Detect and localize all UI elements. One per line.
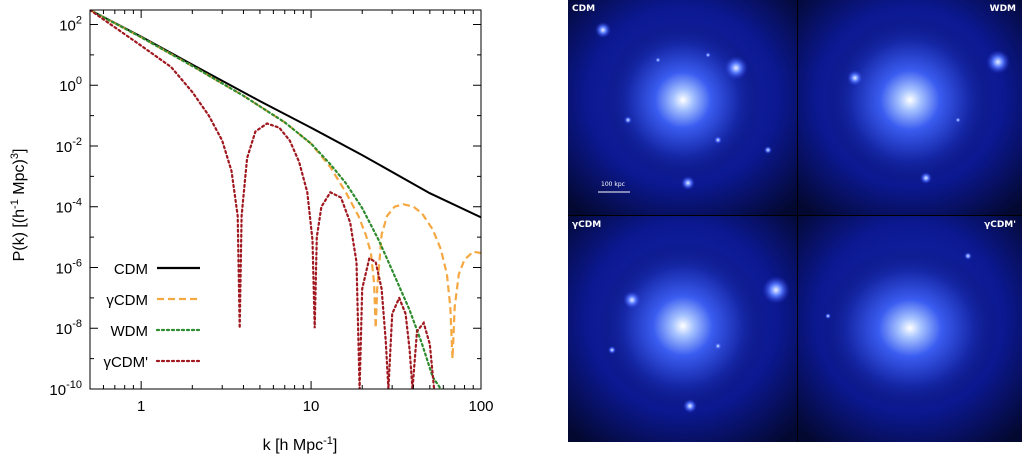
y-tick-label: 102 — [59, 14, 82, 34]
y-tick-label: 10-4 — [56, 197, 82, 217]
y-axis-label: P(k) [(h-1 Mpc)3] — [9, 149, 28, 262]
legend-label: WDM — [111, 323, 149, 340]
y-tick-label: 10-2 — [56, 136, 82, 156]
sim-panel-gamma-cdm: γCDM — [568, 216, 797, 442]
y-tick-label: 10-10 — [49, 379, 82, 399]
legend-label: CDM — [114, 261, 148, 278]
simulation-image-grid: CDM 100 kpc WDM γCDM — [568, 0, 1022, 442]
chart-legend: CDM γCDM WDM γCDM' — [103, 261, 202, 371]
panel-label-cdm: CDM — [572, 4, 596, 14]
scale-bar-label: 100 kpc — [601, 181, 625, 188]
series-line-1 — [90, 10, 481, 359]
power-spectrum-chart: 1 10 100 10-10 10-8 10-6 10-4 10-2 100 102 CDM γCD… — [9, 9, 494, 454]
series-layer — [90, 10, 481, 389]
y-tick-label: 10-8 — [56, 318, 82, 338]
sim-panel-cdm: CDM 100 kpc — [568, 0, 797, 215]
legend-label: γCDM — [106, 292, 148, 309]
x-tick-label: 10 — [303, 398, 320, 415]
series-line-2 — [90, 10, 442, 389]
y-tick-label: 100 — [59, 75, 82, 95]
halo-image — [568, 216, 797, 442]
x-tick-label: 1 — [137, 398, 145, 415]
legend-label: γCDM' — [103, 354, 148, 371]
plot-frame — [89, 9, 482, 390]
series-line-3 — [90, 10, 436, 389]
axes-layer: 1 10 100 10-10 10-8 10-6 10-4 10-2 100 102 — [49, 9, 494, 415]
sim-panel-gamma-cdm-prime: γCDM' — [798, 216, 1022, 442]
halo-image — [798, 0, 1022, 215]
panel-label-gamma-cdm-prime: γCDM' — [984, 220, 1016, 230]
halo-image — [798, 216, 1022, 442]
sim-panel-wdm: WDM — [798, 0, 1022, 215]
panel-label-gamma-cdm: γCDM — [572, 220, 602, 230]
x-tick-label: 100 — [468, 398, 493, 415]
x-axis-label: k [h Mpc-1] — [263, 435, 338, 454]
panel-label-wdm: WDM — [989, 4, 1016, 14]
y-tick-label: 10-6 — [56, 257, 82, 277]
halo-image — [568, 0, 797, 215]
